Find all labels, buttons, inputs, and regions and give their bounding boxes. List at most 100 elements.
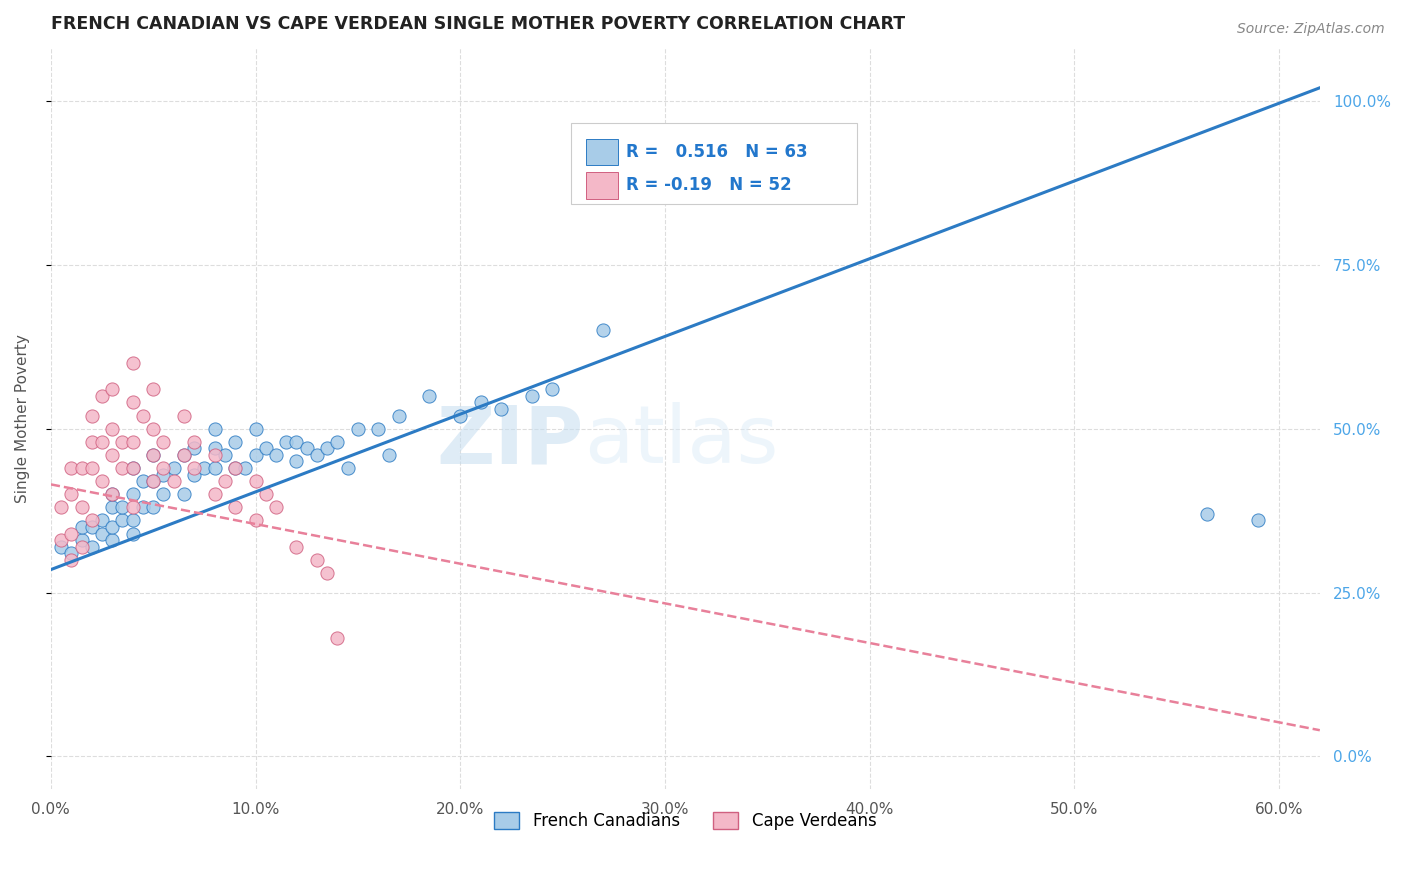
Point (121, 434, 143, 449)
Point (142, 474, 165, 488)
Point (121, 526, 143, 541)
Point (541, 382, 564, 396)
Y-axis label: Single Mother Poverty: Single Mother Poverty (15, 334, 30, 503)
Point (111, 434, 134, 449)
Point (316, 566, 339, 580)
Point (326, 434, 349, 449)
Point (101, 487, 124, 501)
Bar (586, 172, 619, 199)
Point (449, 409, 471, 423)
Point (418, 389, 440, 403)
Point (101, 487, 124, 501)
Point (142, 448, 165, 462)
Point (162, 461, 184, 475)
Point (60, 553, 83, 567)
Point (233, 461, 256, 475)
Text: R =   0.516   N = 63: R = 0.516 N = 63 (626, 143, 807, 161)
Point (245, 513, 267, 527)
Point (224, 461, 246, 475)
Point (121, 461, 143, 475)
Point (60, 546, 83, 560)
Point (91, 474, 114, 488)
Point (80, 409, 103, 423)
Point (121, 461, 143, 475)
Point (347, 422, 370, 436)
Point (224, 434, 246, 449)
Point (245, 474, 267, 488)
Point (204, 422, 226, 436)
Point (285, 434, 308, 449)
FancyBboxPatch shape (571, 122, 856, 204)
Point (70, 540, 93, 554)
Point (204, 461, 226, 475)
Point (49, 533, 72, 548)
Point (173, 448, 195, 462)
Point (183, 434, 205, 449)
Point (254, 442, 277, 456)
Point (142, 422, 165, 436)
Point (91, 513, 114, 527)
Point (80, 540, 103, 554)
Point (152, 461, 174, 475)
Point (592, 323, 614, 337)
Point (152, 434, 174, 449)
Point (367, 422, 389, 436)
Text: FRENCH CANADIAN VS CAPE VERDEAN SINGLE MOTHER POVERTY CORRELATION CHART: FRENCH CANADIAN VS CAPE VERDEAN SINGLE M… (51, 15, 905, 33)
Point (1197, 507, 1219, 521)
Point (276, 434, 298, 449)
Point (316, 442, 339, 456)
Point (336, 461, 359, 475)
Point (224, 500, 246, 515)
Point (183, 467, 205, 482)
Point (70, 461, 93, 475)
Point (80, 513, 103, 527)
Point (49, 500, 72, 515)
Point (121, 487, 143, 501)
Point (101, 422, 124, 436)
Point (60, 487, 83, 501)
Point (193, 461, 215, 475)
Point (111, 461, 134, 475)
Point (132, 409, 155, 423)
Text: Source: ZipAtlas.com: Source: ZipAtlas.com (1237, 22, 1385, 37)
Point (305, 448, 328, 462)
Point (285, 540, 308, 554)
Point (101, 520, 124, 534)
Point (295, 442, 318, 456)
Point (264, 500, 287, 515)
Point (101, 448, 124, 462)
Point (121, 513, 143, 527)
Point (183, 442, 205, 456)
Point (162, 474, 184, 488)
Legend: French Canadians, Cape Verdeans: French Canadians, Cape Verdeans (488, 805, 883, 837)
Point (91, 389, 114, 403)
Point (80, 461, 103, 475)
Point (121, 500, 143, 515)
Point (1247, 513, 1270, 527)
Point (245, 422, 267, 436)
Point (132, 474, 155, 488)
Point (520, 389, 543, 403)
Point (470, 395, 492, 409)
Point (204, 442, 226, 456)
Point (142, 448, 165, 462)
Point (224, 461, 246, 475)
Point (132, 500, 155, 515)
Point (305, 553, 328, 567)
Point (142, 500, 165, 515)
Point (173, 409, 195, 423)
Point (70, 520, 93, 534)
Text: R = -0.19   N = 52: R = -0.19 N = 52 (626, 177, 792, 194)
Point (285, 454, 308, 468)
Point (152, 467, 174, 482)
Point (70, 533, 93, 548)
Point (152, 487, 174, 501)
Point (101, 533, 124, 548)
Point (204, 487, 226, 501)
Text: ZIP: ZIP (436, 402, 583, 480)
Point (204, 448, 226, 462)
Text: atlas: atlas (583, 402, 778, 480)
Point (326, 632, 349, 646)
Point (173, 448, 195, 462)
Point (388, 409, 411, 423)
